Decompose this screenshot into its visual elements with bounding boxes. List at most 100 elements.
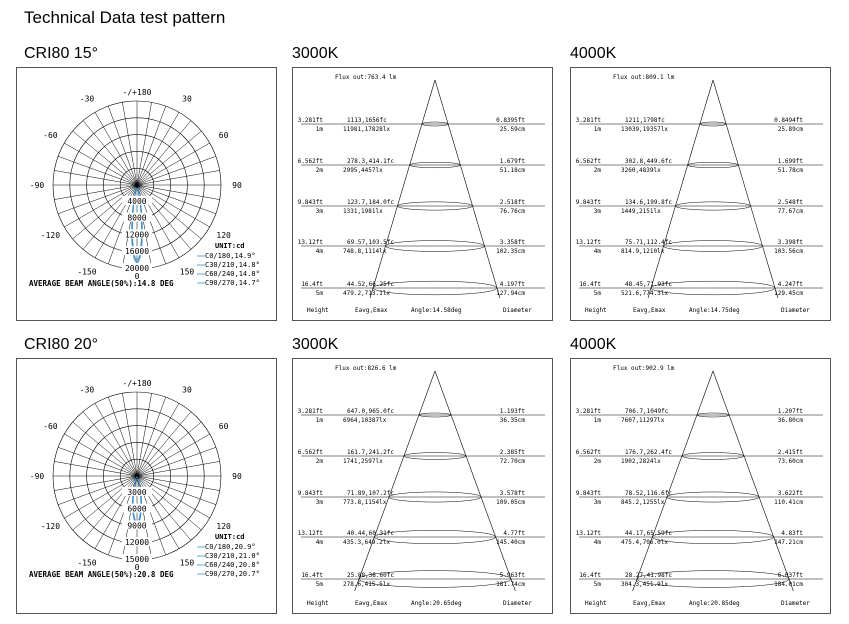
cone-diameter-ft: 0.8494ft — [774, 117, 803, 124]
row-1-cone-2-header: 4000K — [570, 45, 617, 62]
cone-footer-height: Height — [307, 600, 329, 607]
cone-lux-lx: 3260,4839lx — [621, 167, 661, 174]
cone-level-ellipse — [675, 201, 751, 211]
polar-unit-label: UNIT:cd — [215, 242, 245, 250]
cone-level-ellipse — [385, 240, 485, 252]
polar-radial-label-bg — [122, 503, 152, 513]
cone-edge — [369, 79, 436, 299]
polar-spoke — [122, 102, 152, 268]
cone-diameter-ft: 5.963ft — [500, 572, 526, 579]
polar-angle-label: 120 — [216, 231, 231, 240]
cone-level-ellipse — [409, 161, 461, 169]
cone-diameter-cm: 129.45cm — [774, 290, 803, 297]
cone-diameter-cm: 77.67cm — [778, 208, 804, 215]
cone-diameter-cm: 181.74cm — [496, 581, 525, 588]
cone-lux-lx: 773.8,1154lx — [343, 499, 387, 506]
cone-lux-fc: 69.57,103.5fc — [347, 239, 394, 246]
cone-diameter-cm: 147.21cm — [774, 539, 803, 546]
cone-diameter-ft: 6.037ft — [778, 572, 804, 579]
cone-lux-lx: 475.4,706.0lx — [621, 539, 668, 546]
cone-lux-lx: 814.9,1210lx — [621, 248, 665, 255]
polar-radial-label: 12000 — [125, 538, 149, 547]
polar-radial-label-bg — [122, 537, 152, 547]
cone-height-ft: 13.12ft — [298, 239, 324, 246]
cone-height-m: 2m — [316, 458, 324, 465]
cone-lux-fc: 40.44,60.31fc — [347, 530, 394, 537]
cone-diameter-cm: 103.56cm — [774, 248, 803, 255]
cone-diameter-ft: 4.77ft — [503, 530, 525, 537]
cone-level-ellipse — [388, 491, 482, 503]
polar-angle-label: 60 — [219, 422, 229, 431]
cone-flux-label: Flux out:809.1 lm — [613, 74, 675, 81]
polar-chart-svg: -/+180 -150 150 -120 120 -90 90 -60 60 -30 30 0 4000… — [29, 88, 260, 288]
cone-edge — [434, 79, 501, 299]
cone-edge — [647, 79, 714, 299]
cone-diameter-ft: 4.247ft — [778, 281, 804, 288]
cone-lux-lx: 7607,11297lx — [621, 417, 665, 424]
cone-edge — [712, 79, 779, 299]
cone-level-ellipse — [418, 412, 452, 418]
cone-lux-fc: 28.27,41.98fc — [625, 572, 672, 579]
cone-diagram-row-1-4000k: Flux out:809.1 lm 3.281ft 1m 1211,1798fc 130… — [570, 67, 831, 321]
cone-diameter-cm: 127.94cm — [496, 290, 525, 297]
polar-legend-entry: C60/240,14.8° — [205, 270, 260, 278]
cone-lux-lx: 13039,19357lx — [621, 126, 668, 133]
polar-angle-label: -30 — [80, 385, 95, 394]
row-2-cone-2-header: 4000K — [570, 336, 617, 353]
cone-diameter-cm: 109.05cm — [496, 499, 525, 506]
cone-height-m: 1m — [594, 417, 602, 424]
cone-diameter-ft: 1.207ft — [778, 408, 804, 415]
polar-angle-label: -90 — [30, 181, 45, 190]
cone-height-ft: 9.843ft — [576, 199, 602, 206]
cone-diagram-row-2-3000k: Flux out:826.6 lm 3.281ft 1m 647.0,965.0fc 6… — [292, 358, 553, 614]
cone-height-ft: 6.562ft — [576, 449, 602, 456]
polar-radial-label: 15000 — [125, 555, 149, 564]
cone-lux-fc: 123.7,184.0fc — [347, 199, 394, 206]
cone-level-ellipse — [687, 161, 739, 169]
cone-lux-lx: 1331,1981lx — [343, 208, 383, 215]
cone-diameter-ft: 3.398ft — [778, 239, 804, 246]
cone-level-ellipse — [636, 570, 790, 588]
cone-edge — [354, 370, 436, 592]
cone-lux-fc: 161.7,241.2fc — [347, 449, 394, 456]
polar-angle-label: -30 — [80, 94, 95, 103]
cone-lux-lx: 2995,4457lx — [343, 167, 383, 174]
cone-lux-fc: 71.89,107.2fc — [347, 490, 394, 497]
cone-diameter-cm: 145.40cm — [496, 539, 525, 546]
polar-legend-entry: C0/180,14.9° — [205, 252, 256, 260]
cone-level-ellipse — [358, 570, 512, 588]
polar-radial-label-bg — [122, 229, 152, 239]
polar-beam-angle: AVERAGE BEAM ANGLE(50%):20.8 DEG — [29, 570, 174, 579]
polar-legend-entry: C30/210,14.8° — [205, 261, 260, 269]
cone-level-ellipse — [699, 121, 727, 127]
polar-angle-label: -90 — [30, 472, 45, 481]
cone-lux-lx: 435.3,649.2lx — [343, 539, 390, 546]
cone-level-ellipse — [666, 491, 760, 503]
cone-height-m: 4m — [316, 248, 324, 255]
cone-level-ellipse — [374, 530, 496, 544]
cone-height-ft: 3.281ft — [298, 117, 324, 124]
cone-height-m: 2m — [594, 458, 602, 465]
cone-lux-lx: 748.8,1114lx — [343, 248, 387, 255]
cone-height-m: 3m — [316, 208, 324, 215]
cone-level-ellipse — [372, 280, 498, 296]
cone-diameter-cm: 25.59cm — [500, 126, 526, 133]
polar-radial-label-bg — [122, 212, 152, 222]
cone-lux-fc: 25.88,38.60fc — [347, 572, 394, 579]
cone-lux-fc: 44.17,65.59fc — [625, 530, 672, 537]
polar-angle-label: -60 — [43, 131, 58, 140]
cone-diameter-cm: 72.70cm — [500, 458, 526, 465]
cone-lux-lx: 521.6,774.3lx — [621, 290, 668, 297]
cone-height-ft: 13.12ft — [298, 530, 324, 537]
cone-height-ft: 6.562ft — [298, 158, 324, 165]
polar-radial-label: 3000 — [127, 488, 146, 497]
polar-legend-entry: C60/240,20.8° — [205, 561, 260, 569]
polar-angle-label: 120 — [216, 522, 231, 531]
cone-lux-fc: 75.71,112.4fc — [625, 239, 672, 246]
cone-lux-lx: 304.3,451.9lx — [621, 581, 668, 588]
cone-height-ft: 16.4ft — [301, 281, 323, 288]
cone-diameter-ft: 3.358ft — [500, 239, 526, 246]
cone-lux-fc: 78.52,116.6fc — [625, 490, 672, 497]
cone-diameter-ft: 0.8395ft — [496, 117, 525, 124]
cone-lux-lx: 845.2,1255lx — [621, 499, 665, 506]
